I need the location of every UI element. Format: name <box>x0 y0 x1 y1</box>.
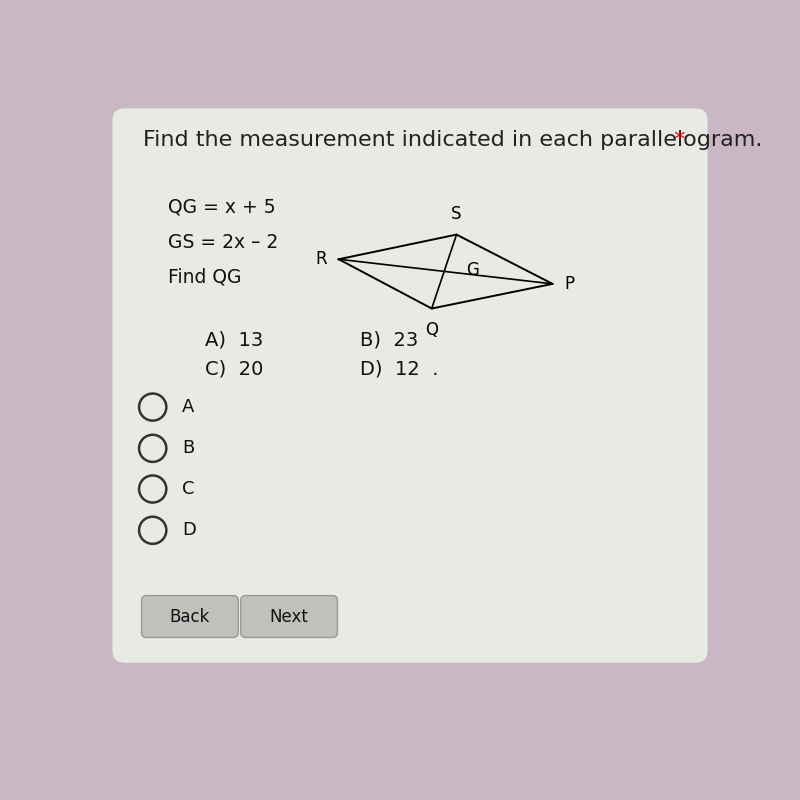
Text: GS = 2x – 2: GS = 2x – 2 <box>168 233 278 252</box>
Text: P: P <box>565 275 575 293</box>
Text: B: B <box>182 439 194 458</box>
Text: B)  23: B) 23 <box>360 330 418 349</box>
FancyBboxPatch shape <box>142 595 238 638</box>
FancyBboxPatch shape <box>241 595 338 638</box>
Text: R: R <box>315 250 326 268</box>
FancyBboxPatch shape <box>112 108 708 662</box>
Text: QG = x + 5: QG = x + 5 <box>168 198 276 217</box>
Text: C)  20: C) 20 <box>206 359 264 378</box>
Text: G: G <box>466 261 479 278</box>
Text: A)  13: A) 13 <box>206 330 264 349</box>
Text: A: A <box>182 398 194 416</box>
Text: Next: Next <box>270 607 309 626</box>
Text: D)  12  .: D) 12 . <box>360 359 439 378</box>
Text: C: C <box>182 480 194 498</box>
Text: *: * <box>667 130 686 150</box>
Text: Find the measurement indicated in each parallelogram.: Find the measurement indicated in each p… <box>143 130 762 150</box>
Text: S: S <box>451 205 462 222</box>
Text: Q: Q <box>426 321 438 338</box>
Text: Find QG: Find QG <box>168 268 242 287</box>
Text: Back: Back <box>170 607 210 626</box>
Text: D: D <box>182 522 196 539</box>
